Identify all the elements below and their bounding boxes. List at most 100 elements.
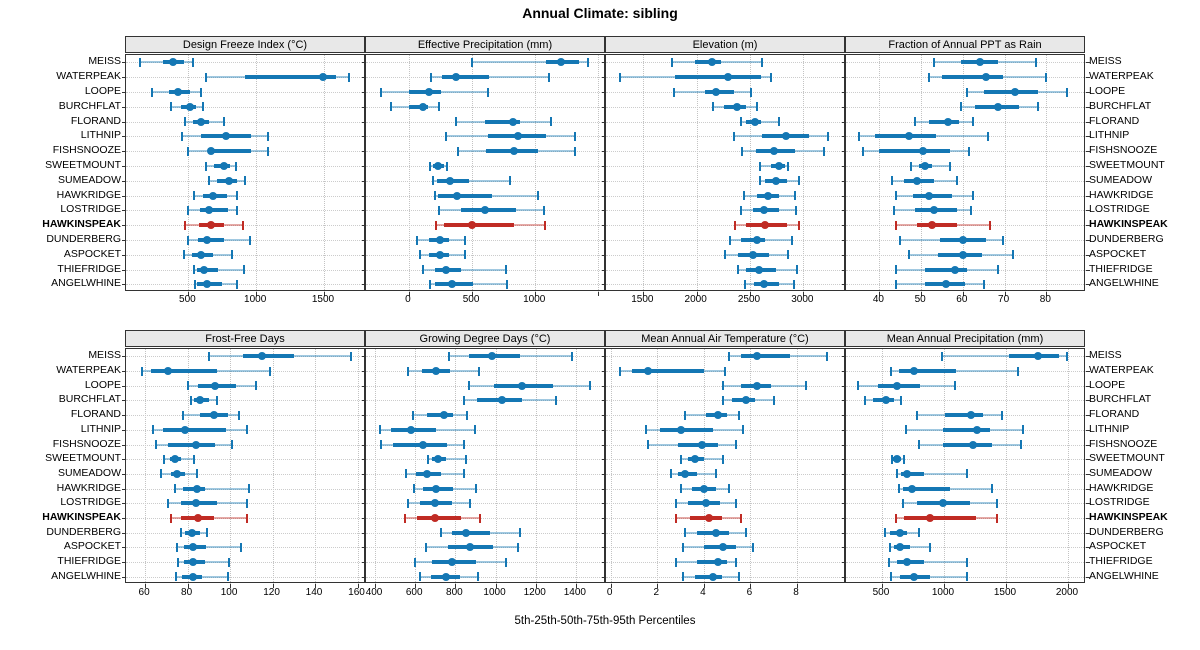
x-tick-label: 60 <box>956 294 968 305</box>
median-dot <box>442 572 451 581</box>
cap-5th <box>941 351 944 361</box>
box-25th-75th <box>427 413 454 418</box>
row-gridline <box>126 576 366 578</box>
y-tickmark <box>842 547 846 549</box>
row-gridline <box>606 225 846 227</box>
cap-5th <box>619 72 622 82</box>
cap-5th <box>907 250 910 260</box>
median-dot <box>724 73 733 82</box>
box-25th-75th <box>444 223 515 228</box>
y-tickmark <box>122 284 126 286</box>
cap-5th <box>739 117 742 127</box>
median-dot <box>702 499 711 508</box>
median-dot <box>709 572 718 581</box>
cap-95th <box>794 205 797 215</box>
site-label-right-hawkridge: HAWKRIDGE <box>1089 188 1154 201</box>
cap-5th <box>861 146 864 156</box>
median-dot <box>196 117 205 126</box>
median-dot <box>509 117 518 126</box>
y-tickmark <box>362 106 366 108</box>
y-tickmark <box>602 459 606 461</box>
median-dot <box>750 117 759 126</box>
row-gridline <box>126 385 366 387</box>
cap-95th <box>997 265 1000 275</box>
cap-95th <box>900 395 903 405</box>
cap-95th <box>475 484 478 494</box>
cap-5th <box>180 528 183 538</box>
x-tickmark <box>315 584 317 589</box>
cap-5th <box>186 146 189 156</box>
y-tickmark <box>1086 62 1090 64</box>
y-tickmark <box>362 121 366 123</box>
cap-95th <box>228 557 230 567</box>
median-dot <box>210 411 219 420</box>
median-dot <box>203 280 212 289</box>
site-label-left-florand: FLORAND <box>70 408 121 421</box>
cap-5th <box>915 410 918 420</box>
median-dot <box>225 176 234 185</box>
y-tickmark <box>122 92 126 93</box>
y-tickmark <box>362 444 366 446</box>
median-dot <box>432 367 441 376</box>
cap-5th <box>183 117 186 127</box>
cap-5th <box>180 131 183 141</box>
whisker-5th-95th <box>193 268 244 271</box>
median-dot <box>892 381 901 390</box>
y-tickmark <box>122 444 126 446</box>
x-tickmark <box>535 584 537 589</box>
cap-5th <box>186 205 189 215</box>
site-label-left-fishsnooze: FISHSNOOZE <box>52 144 121 157</box>
y-tickmark <box>842 121 846 123</box>
cap-5th <box>728 351 731 361</box>
y-tickmark <box>122 518 126 520</box>
x-tickmark <box>272 584 274 589</box>
cap-5th <box>863 395 866 405</box>
cap-95th <box>236 279 239 289</box>
cap-5th <box>895 279 898 289</box>
panel-header-fraction-of-annual-ppt-as-rain: Fraction of Annual PPT as Rain <box>845 36 1085 53</box>
cap-95th <box>537 191 540 201</box>
row-gridline <box>606 444 846 446</box>
cap-95th <box>1011 250 1014 260</box>
y-tickmark <box>362 240 366 241</box>
row-gridline <box>366 385 606 387</box>
median-dot <box>203 236 212 244</box>
site-label-right-hawkinspeak: HAWKINSPEAK <box>1089 511 1168 524</box>
cap-5th <box>884 528 887 538</box>
row-gridline <box>606 473 846 475</box>
cap-5th <box>674 557 677 567</box>
x-tickmark <box>375 584 377 589</box>
row-gridline <box>366 473 606 475</box>
y-tickmark <box>362 371 366 373</box>
row-gridline <box>846 166 1086 167</box>
y-tickmark <box>122 136 126 138</box>
y-tickmark <box>362 269 366 271</box>
panel-design-freeze-index-c <box>122 54 370 296</box>
x-gridline <box>187 349 189 585</box>
site-label-right-angelwhine: ANGELWHINE <box>1089 569 1159 582</box>
y-tickmark <box>1086 547 1090 549</box>
y-tickmark <box>1086 459 1090 461</box>
site-label-left-sweetmount: SWEETMOUNT <box>45 452 121 465</box>
cap-95th <box>1037 102 1039 112</box>
panel-header-effective-precipitation-mm: Effective Precipitation (mm) <box>365 36 605 53</box>
x-tickmark <box>803 291 805 296</box>
site-label-left-loope: LOOPE <box>84 85 121 97</box>
cap-95th <box>246 498 249 508</box>
row-gridline <box>846 532 1086 534</box>
site-label-right-meiss: MEISS <box>1089 349 1122 362</box>
cap-95th <box>348 72 351 82</box>
cap-95th <box>266 146 269 156</box>
median-dot <box>939 499 948 508</box>
y-tickmark <box>842 166 846 167</box>
panel-elevation-m <box>602 54 850 296</box>
x-tick-label: 500 <box>462 294 480 305</box>
cap-5th <box>207 176 210 186</box>
cap-95th <box>1066 87 1069 97</box>
y-tickmark <box>602 106 606 108</box>
y-tickmark <box>362 136 366 138</box>
y-tickmark <box>362 210 366 212</box>
cap-95th <box>751 542 754 552</box>
x-tickmark <box>357 584 359 589</box>
y-tickmark <box>122 210 126 212</box>
